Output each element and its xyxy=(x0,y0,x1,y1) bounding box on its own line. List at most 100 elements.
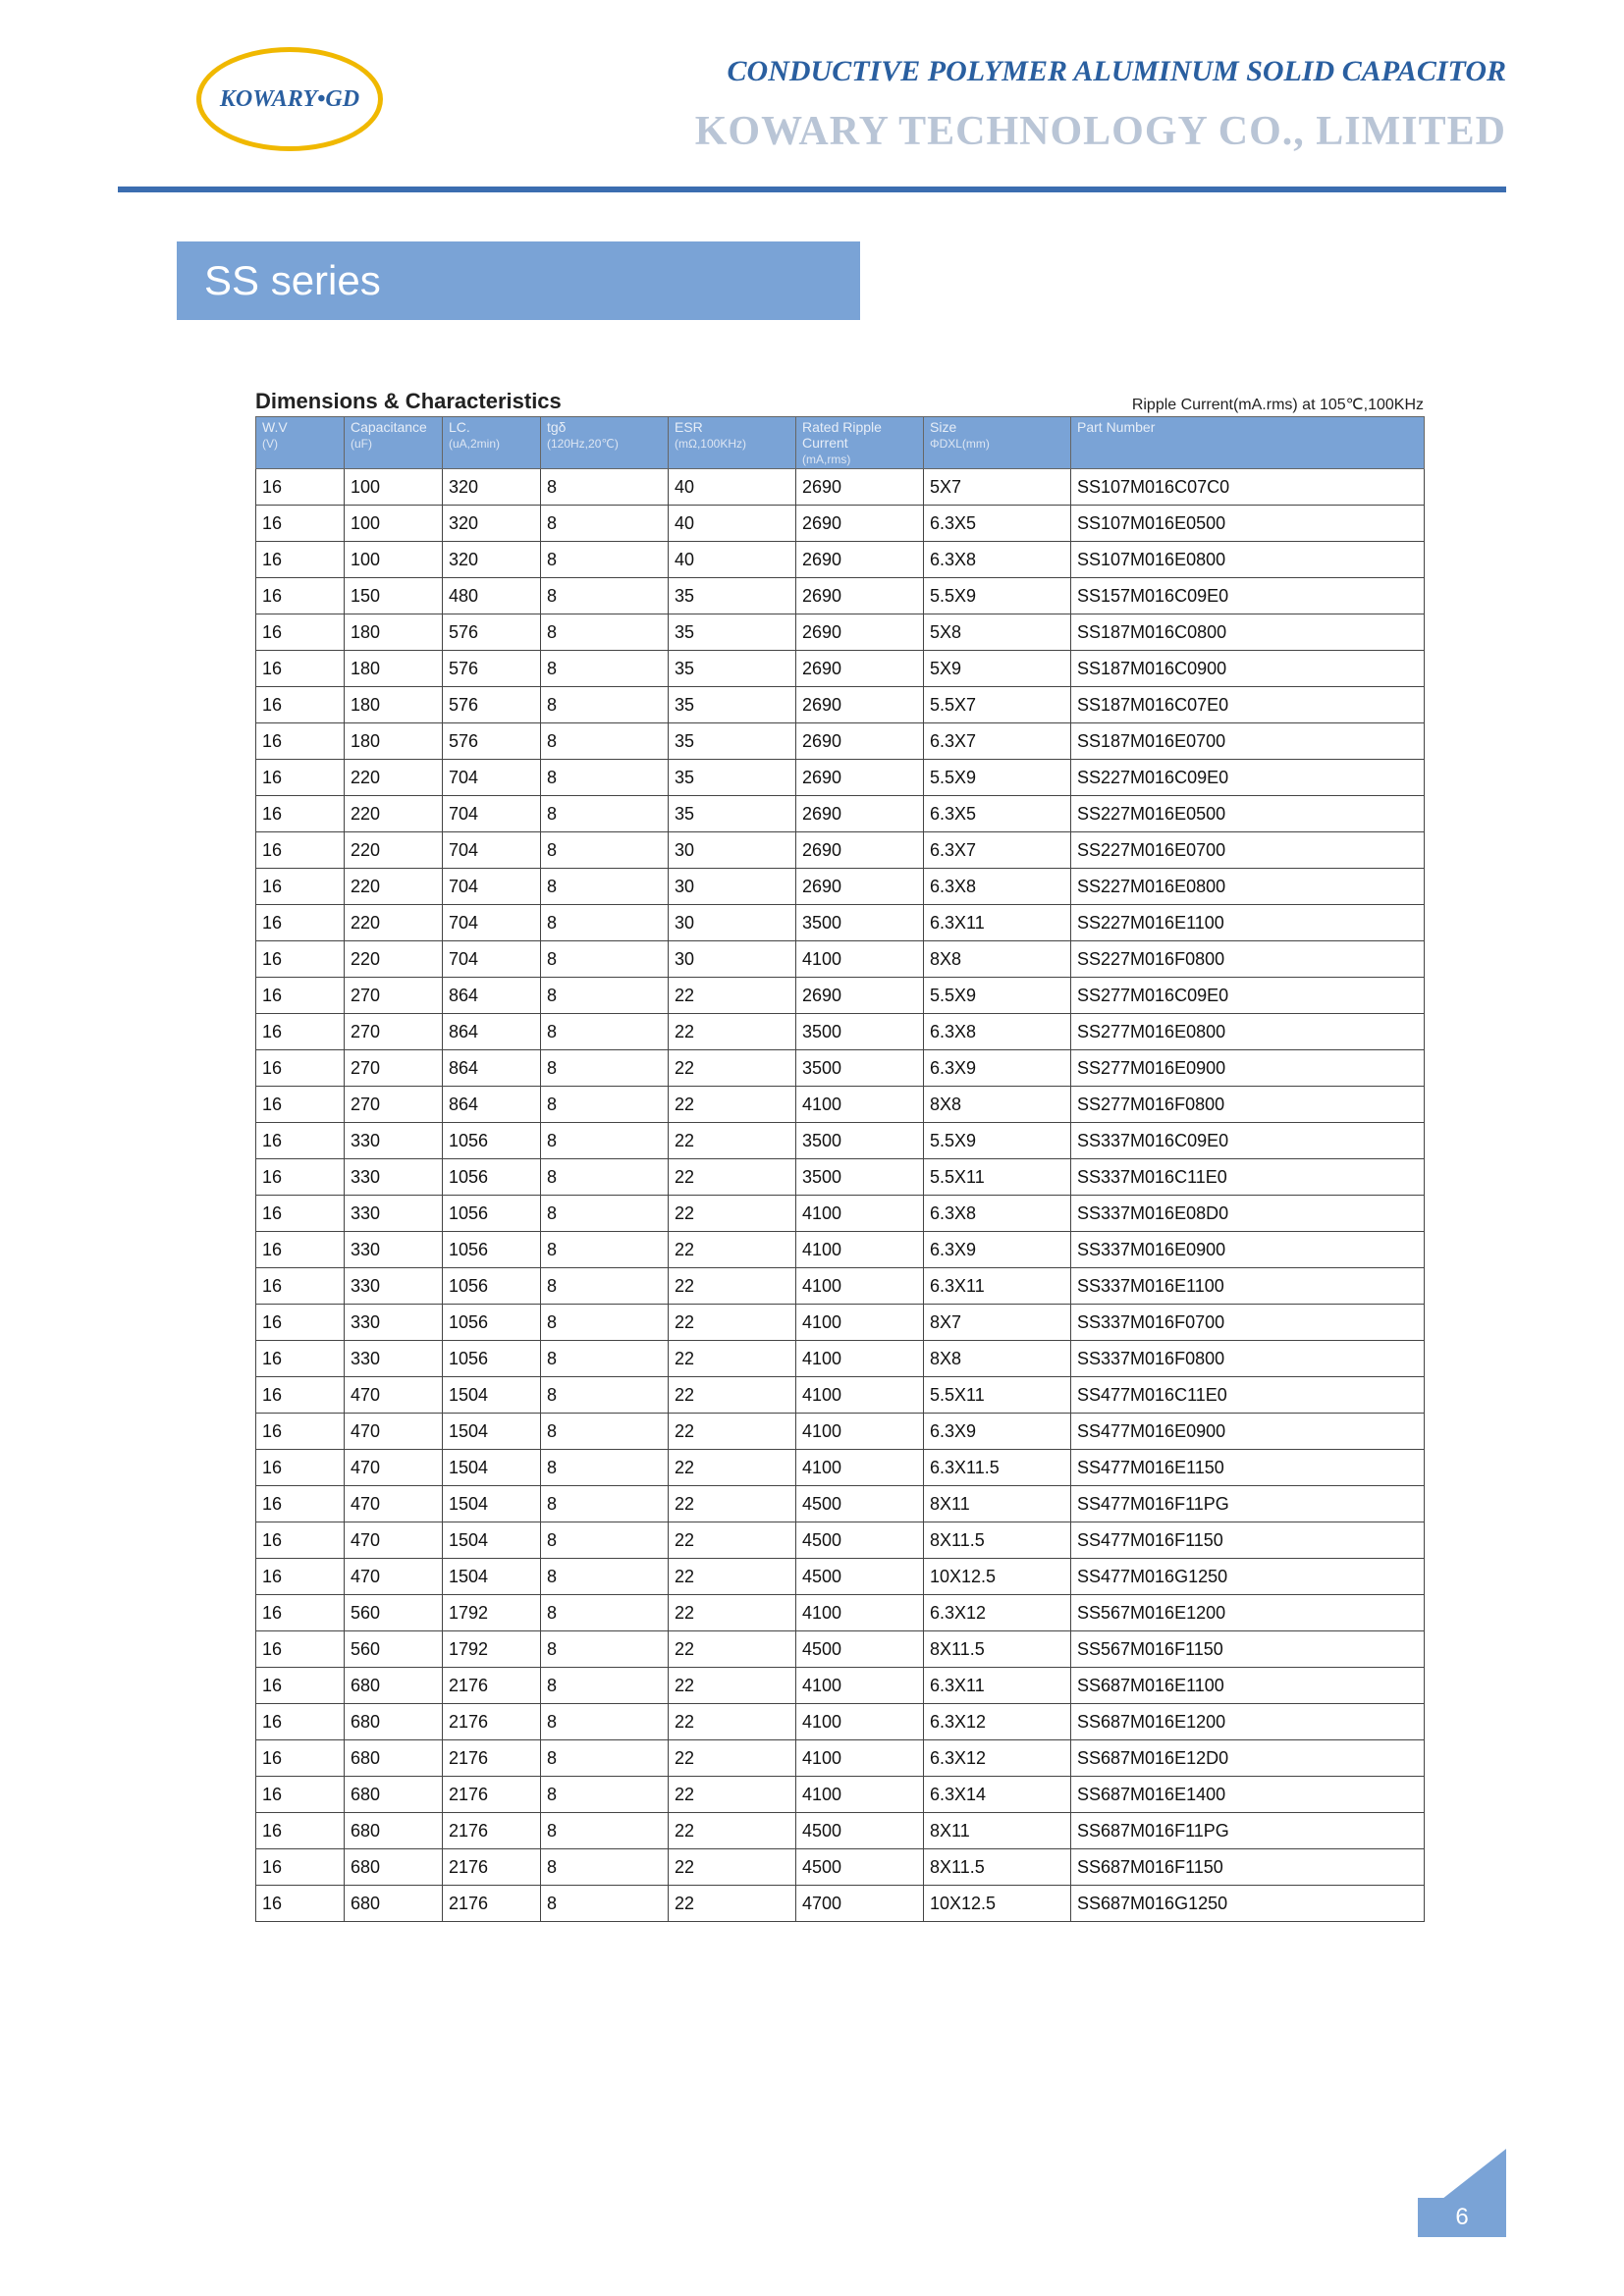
table-cell-rip: 4500 xyxy=(796,1849,924,1886)
column-header-sublabel: (uF) xyxy=(351,437,436,451)
table-cell-wv: 16 xyxy=(256,1886,345,1922)
table-cell-esr: 22 xyxy=(669,1087,796,1123)
table-cell-cap: 470 xyxy=(345,1414,443,1450)
table-cell-pn: SS187M016E0700 xyxy=(1071,723,1425,760)
table-cell-esr: 22 xyxy=(669,1813,796,1849)
series-title: SS series xyxy=(204,257,381,303)
table-cell-wv: 16 xyxy=(256,1014,345,1050)
table-cell-rip: 2690 xyxy=(796,506,924,542)
table-cell-rip: 4500 xyxy=(796,1522,924,1559)
table-row: 16330105682241008X7SS337M016F0700 xyxy=(256,1305,1425,1341)
table-cell-cap: 330 xyxy=(345,1232,443,1268)
table-cell-cap: 680 xyxy=(345,1704,443,1740)
table-row: 16330105682241008X8SS337M016F0800 xyxy=(256,1341,1425,1377)
table-cell-size: 5.5X9 xyxy=(924,578,1071,614)
table-cell-wv: 16 xyxy=(256,1450,345,1486)
page-footer: 6 xyxy=(1418,2178,1506,2237)
table-cell-lc: 576 xyxy=(443,687,541,723)
table-cell-esr: 30 xyxy=(669,905,796,941)
table-cell-rip: 4100 xyxy=(796,1268,924,1305)
table-row: 16470150482241005.5X11SS477M016C11E0 xyxy=(256,1377,1425,1414)
table-cell-lc: 1792 xyxy=(443,1595,541,1631)
table-cell-wv: 16 xyxy=(256,1087,345,1123)
table-cell-esr: 40 xyxy=(669,506,796,542)
table-cell-esr: 35 xyxy=(669,687,796,723)
table-cell-cap: 330 xyxy=(345,1159,443,1196)
table-row: 16680217682245008X11.5SS687M016F1150 xyxy=(256,1849,1425,1886)
table-cell-cap: 270 xyxy=(345,1050,443,1087)
table-row: 1622070483041008X8SS227M016F0800 xyxy=(256,941,1425,978)
table-cell-cap: 560 xyxy=(345,1631,443,1668)
column-header-sublabel: (V) xyxy=(262,437,338,451)
table-cell-esr: 22 xyxy=(669,1522,796,1559)
table-cell-esr: 22 xyxy=(669,1668,796,1704)
table-cell-wv: 16 xyxy=(256,469,345,506)
table-row: 1627086482226905.5X9SS277M016C09E0 xyxy=(256,978,1425,1014)
table-cell-lc: 864 xyxy=(443,1014,541,1050)
table-cell-wv: 16 xyxy=(256,1559,345,1595)
column-header-label: Size xyxy=(930,419,956,435)
table-cell-esr: 35 xyxy=(669,796,796,832)
table-cell-pn: SS687M016E12D0 xyxy=(1071,1740,1425,1777)
table-cell-wv: 16 xyxy=(256,542,345,578)
table-header: W.V(V)Capacitance(uF)LC.(uA,2min)tgδ(120… xyxy=(256,417,1425,469)
table-cell-lc: 2176 xyxy=(443,1704,541,1740)
table-cell-esr: 30 xyxy=(669,832,796,869)
table-cell-pn: SS227M016E0800 xyxy=(1071,869,1425,905)
table-row: 1622070483526905.5X9SS227M016C09E0 xyxy=(256,760,1425,796)
table-cell-size: 6.3X7 xyxy=(924,723,1071,760)
table-cell-pn: SS337M016E1100 xyxy=(1071,1268,1425,1305)
table-cell-rip: 4100 xyxy=(796,1341,924,1377)
table-cell-esr: 35 xyxy=(669,651,796,687)
table-cell-pn: SS107M016E0500 xyxy=(1071,506,1425,542)
table-cell-lc: 320 xyxy=(443,506,541,542)
table-cell-rip: 4100 xyxy=(796,1595,924,1631)
table-cell-rip: 3500 xyxy=(796,1123,924,1159)
table-cell-wv: 16 xyxy=(256,614,345,651)
table-cell-rip: 4500 xyxy=(796,1559,924,1595)
table-cell-cap: 680 xyxy=(345,1813,443,1849)
table-cell-pn: SS687M016F1150 xyxy=(1071,1849,1425,1886)
table-cell-pn: SS227M016F0800 xyxy=(1071,941,1425,978)
table-cell-cap: 220 xyxy=(345,905,443,941)
table-cell-pn: SS337M016F0800 xyxy=(1071,1341,1425,1377)
table-cell-esr: 35 xyxy=(669,760,796,796)
table-cell-size: 5.5X9 xyxy=(924,978,1071,1014)
table-cell-esr: 35 xyxy=(669,723,796,760)
table-cell-tg: 8 xyxy=(541,1196,669,1232)
table-row: 1627086482241008X8SS277M016F0800 xyxy=(256,1087,1425,1123)
column-header-label: LC. xyxy=(449,419,470,435)
table-cell-pn: SS277M016E0900 xyxy=(1071,1050,1425,1087)
table-cell-tg: 8 xyxy=(541,723,669,760)
table-cell-esr: 22 xyxy=(669,1777,796,1813)
column-header-label: ESR xyxy=(675,419,703,435)
table-cell-cap: 680 xyxy=(345,1740,443,1777)
table-cell-cap: 270 xyxy=(345,978,443,1014)
table-row: 16330105682241006.3X11SS337M016E1100 xyxy=(256,1268,1425,1305)
table-cell-cap: 220 xyxy=(345,796,443,832)
table-cell-size: 10X12.5 xyxy=(924,1886,1071,1922)
table-cell-cap: 470 xyxy=(345,1450,443,1486)
table-cell-rip: 4100 xyxy=(796,1196,924,1232)
table-row: 16560179282241006.3X12SS567M016E1200 xyxy=(256,1595,1425,1631)
column-header-rip: Rated Ripple Current(mA,rms) xyxy=(796,417,924,469)
table-cell-pn: SS337M016C11E0 xyxy=(1071,1159,1425,1196)
table-cell-size: 6.3X7 xyxy=(924,832,1071,869)
table-cell-rip: 4700 xyxy=(796,1886,924,1922)
table-cell-wv: 16 xyxy=(256,1377,345,1414)
table-cell-pn: SS337M016E0900 xyxy=(1071,1232,1425,1268)
table-cell-pn: SS477M016E1150 xyxy=(1071,1450,1425,1486)
table-cell-size: 8X7 xyxy=(924,1305,1071,1341)
table-cell-wv: 16 xyxy=(256,1704,345,1740)
table-cell-pn: SS337M016E08D0 xyxy=(1071,1196,1425,1232)
table-cell-cap: 220 xyxy=(345,869,443,905)
table-cell-cap: 180 xyxy=(345,614,443,651)
table-cell-tg: 8 xyxy=(541,978,669,1014)
table-cell-wv: 16 xyxy=(256,1813,345,1849)
table-cell-esr: 22 xyxy=(669,1631,796,1668)
table-cell-size: 6.3X9 xyxy=(924,1414,1071,1450)
table-cell-lc: 704 xyxy=(443,760,541,796)
table-cell-size: 5.5X11 xyxy=(924,1159,1071,1196)
table-cell-pn: SS227M016C09E0 xyxy=(1071,760,1425,796)
table-cell-esr: 30 xyxy=(669,941,796,978)
